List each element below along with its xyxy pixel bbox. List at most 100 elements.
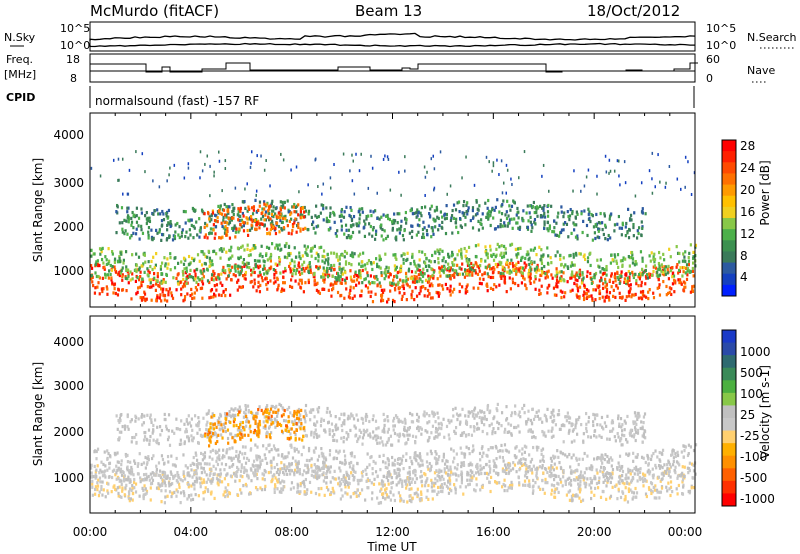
velocity-cell	[371, 466, 374, 471]
power-cell	[380, 299, 383, 303]
velocity-cell	[494, 464, 497, 468]
power-cell	[237, 207, 240, 211]
power-cell	[352, 286, 355, 290]
velocity-cell	[96, 481, 99, 485]
power-cell	[189, 261, 192, 265]
power-cell	[427, 274, 430, 278]
power-cell	[165, 211, 168, 216]
velocity-cell	[130, 468, 134, 472]
power-cell	[206, 236, 209, 240]
power-cell	[559, 230, 563, 234]
velocity-cell	[408, 482, 411, 486]
velocity-cell	[195, 453, 198, 457]
power-cell	[223, 220, 226, 224]
velocity-cell	[370, 497, 374, 501]
power-cell	[226, 226, 229, 231]
power-cell	[316, 281, 319, 285]
power-cell	[598, 235, 601, 240]
velocity-cell	[341, 494, 344, 498]
power-cell	[389, 289, 392, 293]
power-cell	[329, 211, 332, 216]
velocity-cell	[625, 476, 628, 480]
power-cell	[520, 270, 523, 274]
velocity-cell	[238, 460, 241, 464]
power-cell	[304, 226, 307, 230]
power-cell	[338, 262, 341, 266]
velocity-cell	[383, 483, 386, 487]
power-cell	[435, 290, 438, 295]
power-cell	[568, 217, 571, 222]
power-cell	[395, 257, 398, 261]
power-cell	[567, 214, 570, 219]
power-cell	[471, 266, 475, 270]
power-cell	[209, 194, 211, 198]
velocity-cell	[337, 476, 340, 480]
power-cell	[641, 267, 644, 271]
power-cell	[140, 207, 143, 211]
power-cell	[459, 224, 462, 228]
velocity-cell	[642, 472, 645, 476]
power-cell	[482, 277, 485, 281]
velocity-cell	[270, 448, 273, 452]
power-cell	[100, 247, 103, 251]
power-cell	[210, 288, 214, 292]
velocity-cell	[370, 481, 373, 485]
power-cell	[127, 192, 130, 196]
power-cell	[640, 181, 643, 185]
velocity-cell	[290, 469, 294, 473]
velocity-cell	[541, 447, 545, 451]
velocity-cell	[317, 475, 321, 479]
power-cell	[322, 249, 326, 253]
power-cell	[667, 264, 670, 269]
velocity-cell	[377, 501, 380, 505]
power-cell	[589, 263, 592, 268]
velocity-cell	[454, 491, 457, 495]
power-cell	[115, 210, 118, 214]
velocity-cell	[574, 469, 577, 473]
power-cell	[514, 264, 517, 268]
power-cell	[421, 271, 424, 275]
power-cell	[95, 274, 98, 279]
power-cell	[434, 225, 437, 229]
power-cell	[215, 283, 219, 287]
power-cell	[228, 264, 231, 268]
power-cell	[112, 158, 115, 162]
velocity-cell	[627, 489, 631, 494]
power-cell	[624, 234, 627, 238]
velocity-cell	[568, 498, 571, 502]
power-cell	[382, 213, 385, 217]
velocity-cell	[273, 483, 277, 487]
power-cell	[240, 268, 243, 272]
velocity-cell	[472, 444, 475, 448]
velocity-cell	[657, 464, 661, 468]
power-cell	[450, 214, 454, 218]
power-cell	[547, 269, 550, 273]
power-cell	[222, 215, 225, 219]
power-cell	[658, 273, 662, 277]
velocity-cell	[183, 474, 186, 479]
velocity-cell	[280, 461, 283, 465]
power-cell	[539, 258, 542, 262]
power-cell	[182, 262, 186, 266]
power-cell	[106, 273, 110, 277]
power-cell	[543, 222, 546, 226]
power-cell	[498, 283, 501, 287]
power-cell	[213, 218, 217, 223]
power-cell	[604, 154, 607, 158]
power-cell	[126, 192, 129, 196]
power-cell	[315, 215, 319, 219]
power-cell	[237, 264, 240, 268]
velocity-cell	[310, 473, 313, 477]
velocity-cell	[644, 473, 647, 477]
velocity-cell	[694, 443, 698, 447]
power-cell	[307, 228, 310, 232]
power-cell	[639, 272, 642, 276]
velocity-cell	[681, 480, 684, 484]
power-cell	[109, 263, 112, 268]
power-cell	[192, 236, 195, 240]
velocity-cell	[583, 451, 586, 456]
velocity-cell	[663, 463, 666, 467]
power-cell	[291, 274, 294, 278]
velocity-cell	[440, 482, 444, 487]
power-cell	[644, 274, 648, 279]
